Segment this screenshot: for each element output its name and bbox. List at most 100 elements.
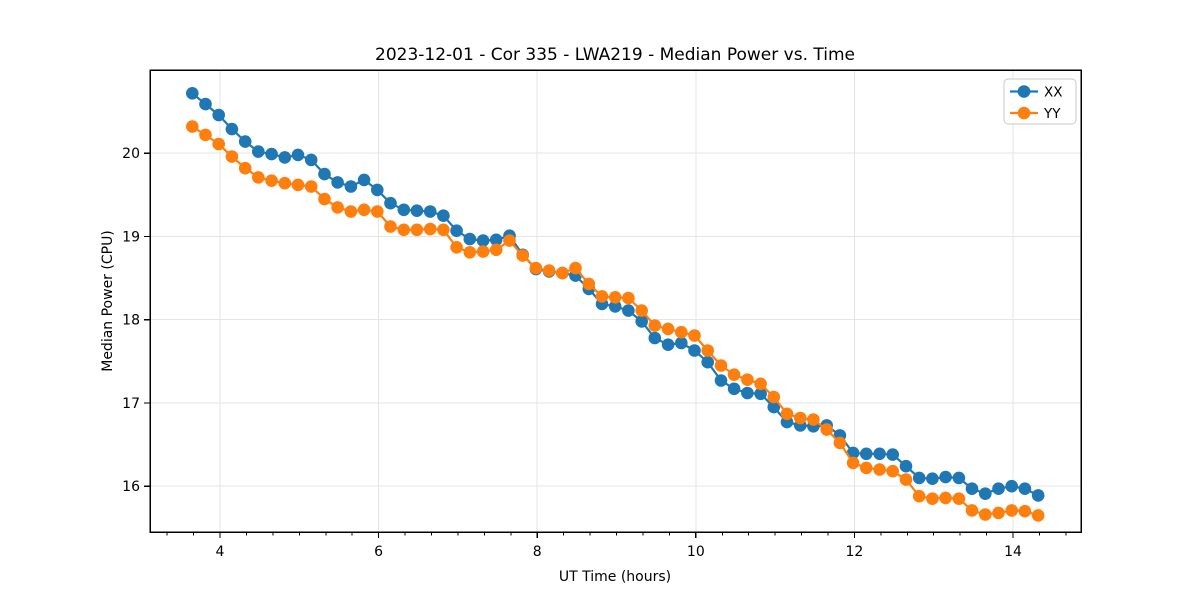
x-tick-label: 14	[1004, 544, 1022, 560]
data-point-xx	[1031, 489, 1045, 502]
data-point-xx	[661, 338, 675, 352]
data-point-xx	[251, 145, 265, 158]
legend-label: YY	[1043, 106, 1061, 122]
data-point-yy	[542, 264, 556, 277]
data-point-xx	[304, 153, 318, 167]
data-point-xx	[912, 471, 926, 485]
data-point-yy	[635, 304, 648, 317]
data-point-yy	[675, 325, 688, 339]
data-point-yy	[780, 407, 794, 421]
plot-frame	[149, 69, 1082, 533]
data-point-yy	[622, 291, 635, 305]
data-point-yy	[516, 249, 529, 262]
data-point-yy	[357, 203, 371, 217]
data-point-yy	[344, 205, 358, 218]
data-point-yy	[754, 377, 767, 391]
data-point-xx	[767, 400, 781, 414]
data-point-xx	[344, 180, 358, 193]
data-point-yy	[939, 491, 952, 505]
data-point-yy	[648, 319, 662, 332]
y-tick-label: 18	[122, 313, 140, 329]
data-point-xx	[437, 209, 450, 222]
data-point-yy	[238, 161, 252, 175]
data-point-yy	[912, 489, 926, 503]
data-point-xx	[714, 374, 728, 387]
data-point-yy	[318, 192, 331, 206]
data-point-xx	[463, 232, 477, 246]
x-tick-label: 10	[687, 544, 705, 560]
data-point-yy	[1031, 509, 1045, 522]
x-tick-label: 4	[216, 544, 225, 560]
data-point-yy	[979, 508, 992, 521]
chart-title: 2023-12-01 - Cor 335 - LWA219 - Median P…	[375, 45, 855, 65]
data-point-yy	[569, 261, 582, 275]
data-point-xx	[331, 176, 344, 189]
y-tick-label: 19	[122, 229, 140, 245]
data-point-yy	[794, 411, 807, 425]
data-point-xx	[899, 459, 913, 473]
data-point-yy	[265, 174, 278, 187]
data-point-yy	[212, 137, 225, 151]
data-point-xx	[860, 447, 873, 461]
data-point-xx	[926, 472, 939, 486]
data-point-yy	[899, 473, 913, 486]
data-point-yy	[556, 266, 569, 280]
data-point-yy	[186, 120, 199, 133]
y-tick-label: 17	[122, 396, 140, 412]
data-point-yy	[952, 492, 966, 506]
data-point-xx	[754, 387, 767, 401]
x-tick-label: 12	[846, 544, 864, 560]
data-point-yy	[767, 390, 781, 404]
data-point-xx	[291, 148, 305, 162]
tick-labels: 4 6 8 10 12 14 16 17 18 19 20	[122, 146, 1022, 560]
data-point-xx	[635, 315, 648, 328]
data-point-yy	[410, 223, 424, 237]
data-point-yy	[807, 413, 820, 426]
data-point-xx	[199, 97, 212, 111]
data-point-yy	[503, 234, 516, 247]
data-point-yy	[450, 241, 463, 254]
data-point-xx	[489, 233, 503, 247]
data-point-xx	[886, 448, 899, 461]
data-point-xx	[873, 447, 886, 461]
data-point-yy	[463, 246, 477, 259]
data-point-xx	[727, 382, 741, 396]
data-point-xx	[476, 234, 490, 247]
data-point-yy	[992, 506, 1005, 520]
data-point-yy	[860, 461, 873, 475]
data-point-xx	[357, 173, 371, 187]
data-point-yy	[331, 201, 344, 214]
data-point-xx	[1018, 482, 1032, 496]
data-point-xx	[965, 482, 979, 496]
data-point-yy	[304, 180, 318, 193]
data-point-yy	[727, 368, 741, 382]
data-point-xx	[952, 471, 966, 485]
y-axis-label: Median Power (CPU)	[100, 230, 116, 372]
data-point-yy	[251, 171, 265, 184]
y-tick-label: 20	[122, 146, 140, 162]
data-point-yy	[371, 205, 384, 218]
data-point-xx	[846, 446, 860, 460]
data-point-xx	[450, 224, 463, 237]
data-point-yy	[423, 222, 437, 236]
data-point-yy	[278, 176, 292, 190]
data-point-xx	[186, 87, 199, 100]
data-series	[186, 87, 1045, 522]
data-point-xx	[423, 205, 437, 218]
data-point-xx	[1005, 479, 1018, 493]
x-axis-label: UT Time (hours)	[559, 569, 671, 585]
data-point-xx	[225, 122, 239, 136]
data-point-yy	[873, 463, 886, 476]
data-point-yy	[476, 245, 490, 258]
data-point-yy	[741, 373, 754, 387]
legend-marker-sample	[1017, 85, 1031, 98]
x-tick-label: 8	[533, 544, 542, 560]
data-point-xx	[608, 300, 622, 313]
data-point-yy	[608, 291, 622, 304]
data-point-yy	[714, 359, 728, 372]
data-point-yy	[965, 504, 979, 517]
data-point-xx	[675, 336, 688, 350]
data-point-yy	[489, 243, 503, 257]
gridlines	[150, 70, 1081, 532]
